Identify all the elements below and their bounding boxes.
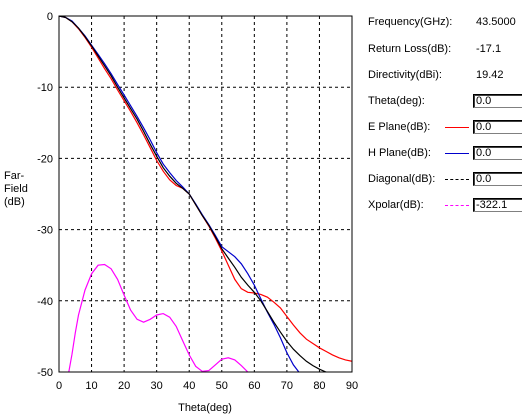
- x-tick-label: 0: [56, 380, 62, 392]
- y-axis-label-line3: (dB): [4, 196, 25, 208]
- plot-frame: [58, 15, 353, 373]
- directivity-value: 19.42: [476, 69, 504, 81]
- series-line-3: [68, 263, 249, 372]
- y-axis-label-line2: Field: [4, 183, 28, 195]
- y-tick-label: -10: [37, 82, 53, 94]
- hplane-label: H Plane(dB):: [368, 147, 431, 159]
- x-tick-label: 10: [85, 380, 97, 392]
- x-tick-label: 40: [183, 380, 195, 392]
- diagonal-label: Diagonal(dB):: [368, 173, 436, 185]
- y-tick-label: -20: [37, 153, 53, 165]
- hplane-field[interactable]: 0.0: [473, 146, 522, 160]
- frequency-value: 43.5000: [476, 16, 516, 28]
- y-tick-label: 0: [47, 11, 53, 23]
- return-loss-value: -17.1: [476, 43, 502, 55]
- x-tick-label: 20: [118, 380, 130, 392]
- grid: [59, 16, 352, 372]
- frequency-label: Frequency(GHz):: [368, 16, 453, 28]
- y-tick-labels: 0 -10 -20 -30 -40 -50: [37, 11, 53, 379]
- x-tick-labels: 0 10 20 30 40 50 60 70 80 90: [56, 380, 358, 392]
- x-tick-label: 30: [151, 380, 163, 392]
- return-loss-label: Return Loss(dB):: [368, 43, 452, 55]
- plot-background: [59, 16, 352, 372]
- y-axis-label-line1: Far-: [4, 170, 25, 182]
- series-lines: [59, 16, 352, 372]
- x-tick-label: 70: [281, 380, 293, 392]
- xpolar-field[interactable]: -322.1: [473, 198, 522, 212]
- x-tick-label: 90: [346, 380, 358, 392]
- xpolar-label: Xpolar(dB):: [368, 199, 424, 211]
- x-tick-label: 50: [216, 380, 228, 392]
- hplane-legend-line: [445, 153, 469, 154]
- eplane-label: E Plane(dB):: [368, 121, 431, 133]
- theta-field[interactable]: 0.0: [473, 94, 522, 108]
- theta-label: Theta(deg):: [368, 95, 425, 107]
- y-tick-label: -30: [37, 225, 53, 237]
- diagonal-legend-line: [445, 179, 469, 180]
- eplane-field[interactable]: 0.0: [473, 120, 522, 134]
- diagonal-field[interactable]: 0.0: [473, 172, 522, 186]
- x-tick-label: 80: [313, 380, 325, 392]
- xpolar-legend-line: [445, 205, 469, 206]
- y-tick-label: -50: [37, 367, 53, 379]
- directivity-label: Directivity(dBi):: [368, 69, 442, 81]
- eplane-legend-line: [445, 127, 469, 128]
- x-axis-label: Theta(deg): [178, 402, 232, 414]
- series-line-2: [59, 16, 328, 372]
- y-tick-label: -40: [37, 296, 53, 308]
- x-tick-label: 60: [248, 380, 260, 392]
